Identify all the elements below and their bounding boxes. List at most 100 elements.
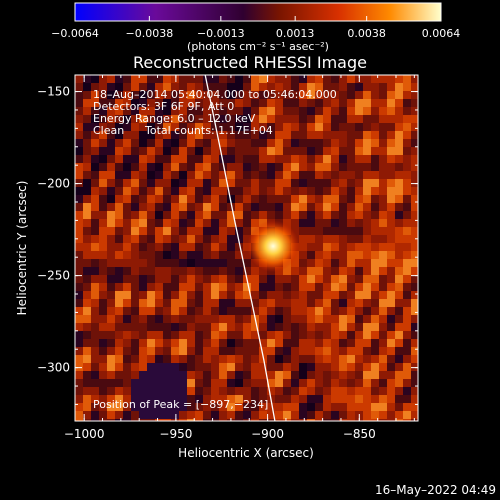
footer-timestamp: 16–May–2022 04:49 <box>375 483 496 497</box>
heatmap-cell <box>299 227 307 235</box>
heatmap-cell <box>123 211 131 219</box>
heatmap-cell <box>331 195 339 203</box>
heatmap-cell <box>379 411 387 419</box>
heatmap-cell <box>363 235 371 243</box>
heatmap-cell <box>291 131 299 139</box>
heatmap-cell <box>347 203 355 211</box>
heatmap-cell <box>403 179 411 187</box>
heatmap-cell <box>347 75 355 83</box>
heatmap-cell <box>91 347 99 355</box>
heatmap-cell <box>379 203 387 211</box>
heatmap-cell <box>131 99 139 107</box>
heatmap-cell <box>83 267 91 275</box>
heatmap-cell <box>323 387 331 395</box>
heatmap-cell <box>283 363 291 371</box>
heatmap-cell <box>219 371 227 379</box>
heatmap-cell <box>403 299 411 307</box>
heatmap-cell <box>195 283 203 291</box>
heatmap-cell <box>299 195 307 203</box>
heatmap-cell <box>235 419 243 421</box>
heatmap-cell <box>331 419 339 421</box>
heatmap-cell <box>163 179 171 187</box>
heatmap-cell <box>139 339 147 347</box>
heatmap-cell <box>155 339 163 347</box>
heatmap-cell <box>155 323 163 331</box>
heatmap-cell <box>259 83 267 91</box>
heatmap-cell <box>371 75 379 83</box>
heatmap-cell <box>355 315 363 323</box>
heatmap-cell <box>203 115 211 123</box>
heatmap-cell <box>203 139 211 147</box>
heatmap-cell <box>211 219 219 227</box>
heatmap-cell <box>115 395 123 403</box>
heatmap-cell <box>147 363 155 371</box>
heatmap-cell <box>379 139 387 147</box>
heatmap-cell <box>267 139 275 147</box>
heatmap-cell <box>331 363 339 371</box>
heatmap-cell <box>227 179 235 187</box>
heatmap-cell <box>99 83 107 91</box>
heatmap-cell <box>267 291 275 299</box>
heatmap-cells <box>75 75 418 421</box>
heatmap-cell <box>219 83 227 91</box>
heatmap-cell <box>323 323 331 331</box>
y-tick-label: −300 <box>37 361 70 375</box>
heatmap-cell <box>75 235 83 243</box>
heatmap-cell <box>171 339 179 347</box>
heatmap-cell <box>83 187 91 195</box>
heatmap-cell <box>275 275 283 283</box>
heatmap-cell <box>243 395 251 403</box>
heatmap-cell <box>299 115 307 123</box>
solar-limb <box>204 75 276 421</box>
heatmap-cell <box>339 91 347 99</box>
heatmap-cell <box>203 403 211 411</box>
heatmap-cell <box>283 123 291 131</box>
heatmap-cell <box>363 243 371 251</box>
heatmap-cell <box>387 235 395 243</box>
heatmap-cell <box>83 387 91 395</box>
heatmap-cell <box>371 307 379 315</box>
heatmap-cell <box>203 123 211 131</box>
heatmap-cell <box>283 131 291 139</box>
heatmap-cell <box>395 179 403 187</box>
heatmap-cell <box>395 307 403 315</box>
annotation-clean: Clean <box>93 124 124 137</box>
heatmap-cell <box>163 163 171 171</box>
heatmap-cell <box>379 107 387 115</box>
heatmap-cell <box>139 147 147 155</box>
heatmap-cell <box>99 163 107 171</box>
peak-source <box>247 220 300 273</box>
heatmap-cell <box>331 227 339 235</box>
heatmap-cell <box>235 371 243 379</box>
heatmap-cell <box>187 339 195 347</box>
y-axis-ticks: −150−200−250−300 <box>37 85 418 405</box>
heatmap-cell <box>291 363 299 371</box>
heatmap-cell <box>203 291 211 299</box>
heatmap-cell <box>243 323 251 331</box>
heatmap-cell <box>363 379 371 387</box>
heatmap-cell <box>371 139 379 147</box>
heatmap-cell <box>171 187 179 195</box>
heatmap-cell <box>179 251 187 259</box>
heatmap-cell <box>107 179 115 187</box>
heatmap-cell <box>83 171 91 179</box>
heatmap-cell <box>283 387 291 395</box>
heatmap-cell <box>219 251 227 259</box>
heatmap-cell <box>75 227 83 235</box>
heatmap-cell <box>211 251 219 259</box>
heatmap-cell <box>323 307 331 315</box>
heatmap-cell <box>371 243 379 251</box>
heatmap-cell <box>91 179 99 187</box>
heatmap-cell <box>347 339 355 347</box>
heatmap-cell <box>315 131 323 139</box>
heatmap-cell <box>347 379 355 387</box>
heatmap-cell <box>91 99 99 107</box>
colorbar-tick-label: −0.0013 <box>197 27 245 40</box>
heatmap-cell <box>235 139 243 147</box>
heatmap-cell <box>123 107 131 115</box>
heatmap-cell <box>315 275 323 283</box>
heatmap-cell <box>395 339 403 347</box>
heatmap-cell <box>355 323 363 331</box>
heatmap-cell <box>355 355 363 363</box>
heatmap-cell <box>115 323 123 331</box>
